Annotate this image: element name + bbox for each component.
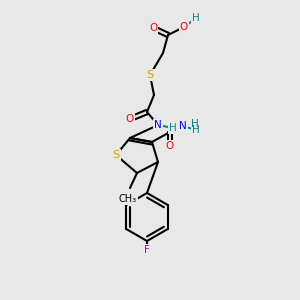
Text: O: O [180, 22, 188, 32]
Text: O: O [149, 23, 157, 33]
Text: H: H [192, 13, 200, 23]
Text: O: O [166, 141, 174, 151]
Text: CH₃: CH₃ [119, 194, 137, 204]
Text: N: N [179, 121, 187, 131]
Text: H: H [192, 125, 200, 135]
Text: H: H [169, 123, 177, 133]
Text: F: F [144, 245, 150, 255]
Text: O: O [126, 114, 134, 124]
Text: S: S [146, 70, 154, 80]
Text: H: H [191, 119, 199, 129]
Text: S: S [112, 150, 120, 160]
Text: N: N [154, 120, 162, 130]
